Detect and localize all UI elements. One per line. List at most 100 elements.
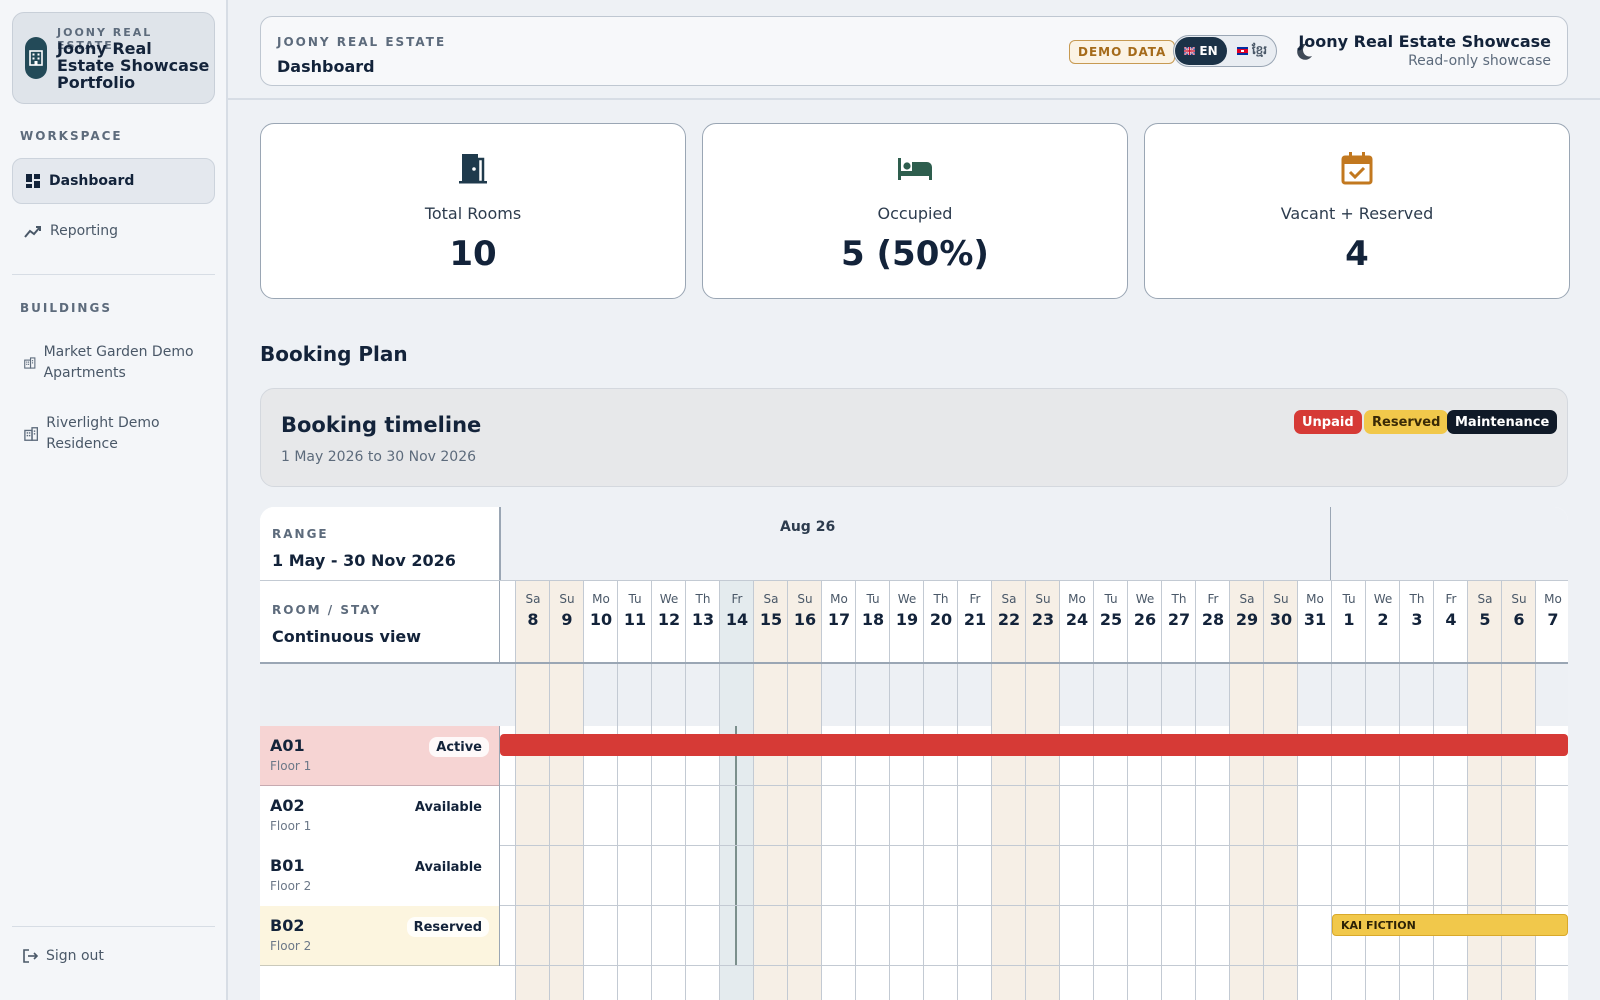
day-header[interactable]: We 2	[1366, 580, 1400, 662]
room-cell[interactable]: B01 Floor 2 Available	[260, 846, 500, 906]
day-column: Sa 22	[991, 580, 1025, 1000]
sidebar-item-reporting[interactable]: Reporting	[12, 208, 215, 254]
day-of-week: Tu	[866, 592, 880, 606]
day-column: We 2	[1365, 580, 1399, 1000]
booking-grid[interactable]: Aug 26 Sa 8 Su 9 Mo 10 Tu 11 We 12 Th 13 Fr 14 Sa 15 Su 1…	[260, 507, 1568, 1000]
grid-divider	[260, 580, 1568, 581]
day-of-week: Th	[1409, 592, 1425, 606]
stat-label: Vacant + Reserved	[1280, 204, 1434, 223]
day-header[interactable]: Fr 28	[1196, 580, 1230, 662]
sidebar-divider	[12, 274, 215, 275]
day-header[interactable]: Fr 4	[1434, 580, 1468, 662]
legend-maintenance: Maintenance	[1447, 410, 1558, 434]
room-row[interactable]: B01 Floor 2 Available	[260, 846, 1568, 906]
demo-data-badge: DEMO DATA	[1069, 40, 1176, 64]
moon-icon[interactable]	[1293, 41, 1315, 63]
stay-bar[interactable]	[500, 734, 1568, 756]
room-cell[interactable]: B02 Floor 2 Reserved	[260, 906, 500, 966]
month-separator	[1330, 507, 1331, 580]
day-of-week: Su	[1035, 592, 1051, 606]
sign-out-button[interactable]: Sign out	[12, 948, 104, 964]
day-header[interactable]: Th 27	[1162, 580, 1196, 662]
day-header[interactable]: Mo 31	[1298, 580, 1332, 662]
day-header[interactable]: Su 23	[1026, 580, 1060, 662]
day-header[interactable]: We 19	[890, 580, 924, 662]
day-number: 19	[895, 610, 919, 629]
day-column: Mo 24	[1059, 580, 1093, 1000]
day-column: We 19	[889, 580, 923, 1000]
language-en-button[interactable]: EN	[1175, 37, 1227, 65]
day-header[interactable]: Sa 15	[754, 580, 788, 662]
day-column: Mo 7	[1535, 580, 1568, 1000]
day-header[interactable]: Tu 1	[1332, 580, 1366, 662]
buildings-section-label: BUILDINGS	[20, 301, 112, 315]
day-header[interactable]: Tu 18	[856, 580, 890, 662]
day-header[interactable]: We 12	[652, 580, 686, 662]
day-of-week: Th	[1171, 592, 1187, 606]
sidebar-item-label: Market Garden Demo Apartments	[43, 344, 194, 381]
day-header[interactable]: Th 3	[1400, 580, 1434, 662]
stat-value: 10	[449, 234, 497, 274]
day-header[interactable]: Sa 22	[992, 580, 1026, 662]
day-column: Tu 18	[855, 580, 889, 1000]
day-number: 10	[589, 610, 613, 629]
day-header[interactable]: Tu 25	[1094, 580, 1128, 662]
day-of-week: Sa	[1001, 592, 1017, 606]
day-header[interactable]: We 26	[1128, 580, 1162, 662]
day-header[interactable]: Fr 21	[958, 580, 992, 662]
day-header[interactable]: Su 30	[1264, 580, 1298, 662]
day-header[interactable]: Th 13	[686, 580, 720, 662]
room-cell[interactable]: A01 Floor 1 Active	[260, 726, 500, 786]
building-icon	[24, 427, 39, 441]
range-value: 1 May - 30 Nov 2026	[272, 551, 456, 570]
room-row[interactable]: A02 Floor 1 Available	[260, 786, 1568, 846]
stay-bar[interactable]: KAI FICTION	[1332, 914, 1568, 936]
day-of-week: Mo	[1306, 592, 1324, 606]
day-number: 15	[759, 610, 783, 629]
room-cell[interactable]: A02 Floor 1 Available	[260, 786, 500, 846]
day-header[interactable]: Mo 17	[822, 580, 856, 662]
room-stay-label: ROOM / STAY	[272, 603, 382, 617]
day-header[interactable]: Sa 8	[516, 580, 550, 662]
day-header[interactable]: Tu 11	[618, 580, 652, 662]
day-header[interactable]: Sa 5	[1468, 580, 1502, 662]
day-of-week: Fr	[969, 592, 981, 606]
day-header[interactable]: Mo 24	[1060, 580, 1094, 662]
language-km-button[interactable]: ខ្មែរ	[1230, 37, 1274, 65]
sidebar-item-dashboard[interactable]: Dashboard	[12, 158, 215, 204]
brand-card[interactable]: JOONY REAL ESTATE Joony Real Estate Show…	[12, 12, 215, 104]
day-number: 16	[793, 610, 817, 629]
bed-icon	[898, 158, 932, 180]
day-number: 3	[1411, 610, 1423, 629]
day-column: Tu 11	[617, 580, 651, 1000]
day-header[interactable]: Mo 10	[584, 580, 618, 662]
building-icon	[24, 357, 36, 369]
room-row[interactable]: B02 Floor 2 Reserved KAI FICTION	[260, 906, 1568, 966]
day-header[interactable]: Th 20	[924, 580, 958, 662]
day-number: 9	[561, 610, 573, 629]
day-header[interactable]: Su 6	[1502, 580, 1536, 662]
day-header[interactable]: Sa 29	[1230, 580, 1264, 662]
grid-header-divider	[260, 662, 1568, 664]
day-header[interactable]: Mo 7	[1536, 580, 1568, 662]
sidebar-item-market-garden[interactable]: Market Garden Demo Apartments	[12, 335, 215, 391]
day-number: 4	[1445, 610, 1457, 629]
day-number: 18	[861, 610, 885, 629]
day-header[interactable]: Fr 14	[720, 580, 754, 662]
day-header[interactable]: Su 16	[788, 580, 822, 662]
room-row[interactable]: A01 Floor 1 Active	[260, 726, 1568, 786]
trend-icon	[24, 226, 41, 238]
sign-out-icon	[23, 949, 38, 963]
sidebar-item-riverlight[interactable]: Riverlight Demo Residence	[12, 406, 215, 462]
day-column: Th 13	[685, 580, 719, 1000]
day-header[interactable]: Su 9	[550, 580, 584, 662]
day-column: Su 23	[1025, 580, 1059, 1000]
day-of-week: Th	[695, 592, 711, 606]
grid-header-left: RANGE 1 May - 30 Nov 2026 ROOM / STAY Co…	[260, 507, 500, 662]
day-number: 7	[1547, 610, 1559, 629]
brand-name: Joony Real Estate Showcase Portfolio	[57, 39, 210, 92]
day-column: Th 3	[1399, 580, 1433, 1000]
day-of-week: Fr	[731, 592, 743, 606]
cambodia-flag-icon	[1236, 47, 1248, 55]
day-column: Mo 10	[583, 580, 617, 1000]
